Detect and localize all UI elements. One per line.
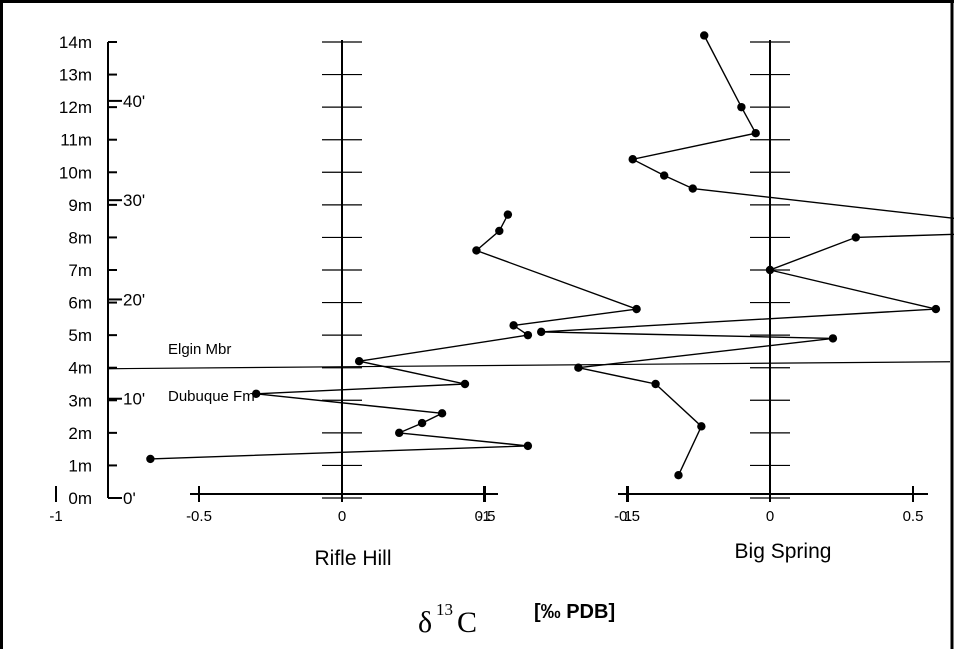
annotation-elgin-mbr: Elgin Mbr <box>168 341 231 358</box>
meter-tick-label: 8m <box>68 228 92 247</box>
formation-boundary <box>107 361 951 370</box>
x-axis-title-unit: [‰ PDB] <box>534 601 615 623</box>
x-tick-label: 0.5 <box>475 508 496 525</box>
feet-tick-label: 20' <box>123 290 145 309</box>
x-axis-title-c: C <box>457 606 477 639</box>
data-point-rifle-hill <box>437 409 447 418</box>
series-line-big-spring <box>541 35 954 476</box>
x-tick-label: -0.5 <box>614 508 640 525</box>
meter-tick-label: 2m <box>68 424 92 443</box>
data-point-rifle-hill <box>354 357 364 366</box>
data-point-big-spring <box>659 171 669 180</box>
meter-tick-label: 3m <box>68 391 92 410</box>
meter-tick-label: 11m <box>60 131 92 150</box>
annotation-dubuque-fm: Dubuque Fm <box>168 388 255 405</box>
data-point-big-spring <box>931 304 941 314</box>
x-axis-title-delta: δ <box>418 606 432 639</box>
data-point-rifle-hill <box>509 321 518 330</box>
feet-tick-label: 30' <box>123 191 145 210</box>
feet-tick-label: 10' <box>123 390 145 409</box>
meter-tick-label: 0m <box>68 489 92 508</box>
data-point-big-spring <box>751 129 760 138</box>
data-point-rifle-hill <box>472 246 481 255</box>
meter-tick-label: 1m <box>68 456 92 475</box>
data-point-rifle-hill <box>252 389 261 398</box>
meter-tick-label: 4m <box>68 359 92 378</box>
meter-tick-label: 12m <box>59 98 92 117</box>
x-tick-label: -1 <box>49 508 62 525</box>
meter-tick-label: 9m <box>68 196 92 215</box>
meter-tick-label: 5m <box>68 326 92 345</box>
data-point-rifle-hill <box>460 379 470 389</box>
data-point-rifle-hill <box>495 226 504 236</box>
data-point-big-spring <box>737 102 746 112</box>
data-point-rifle-hill <box>523 441 533 451</box>
series-title-big-spring: Big Spring <box>735 540 832 563</box>
data-point-big-spring <box>688 184 697 193</box>
data-point-big-spring <box>765 265 775 275</box>
x-axis-title: δ 13 C [‰ PDB] <box>418 600 615 639</box>
data-point-rifle-hill <box>417 418 427 428</box>
series-line-rifle-hill <box>150 214 637 460</box>
data-point-big-spring <box>574 363 583 372</box>
x-tick-label: 0 <box>338 508 346 525</box>
meter-tick-label: 13m <box>59 66 92 85</box>
meter-tick-label: 14m <box>59 33 92 52</box>
data-point-big-spring <box>828 334 838 343</box>
x-tick-label: -1 <box>477 508 490 525</box>
data-point-rifle-hill <box>632 304 641 314</box>
x-tick-label: 0 <box>766 508 774 525</box>
panel-big-spring: -1 -0.5 0 0.5 1 <box>477 31 954 525</box>
meter-tick-label: 6m <box>68 294 92 313</box>
x-axis-title-sup: 13 <box>436 600 453 619</box>
boundary-line <box>107 361 951 370</box>
data-point-big-spring <box>700 31 709 40</box>
data-point-rifle-hill <box>146 454 155 464</box>
data-point-big-spring <box>851 233 860 242</box>
data-point-rifle-hill <box>395 428 404 438</box>
data-point-big-spring <box>651 379 660 389</box>
data-point-big-spring <box>697 422 706 431</box>
x-tick-label: 1 <box>624 508 632 525</box>
feet-tick-label: 40' <box>123 92 145 111</box>
data-point-big-spring <box>537 327 546 337</box>
x-tick-label: 0.5 <box>903 508 924 525</box>
data-point-big-spring <box>628 155 637 164</box>
series-title-rifle-hill: Rifle Hill <box>314 547 391 570</box>
data-point-big-spring <box>674 471 683 480</box>
depth-axis: 0m 1m 2m 3m 4m 5m 6m 7m 8m 9m 10m 11m 12m 13m 14m 0' 10'… <box>59 33 145 508</box>
data-point-rifle-hill <box>523 330 533 340</box>
x-tick-label: -0.5 <box>186 508 212 525</box>
meter-tick-label: 7m <box>68 261 92 280</box>
meter-tick-label: 10m <box>59 163 92 182</box>
panel-rifle-hill: -1 -0.5 0 0.5 1 <box>49 40 641 525</box>
feet-tick-label: 0' <box>123 489 136 508</box>
data-point-rifle-hill <box>503 210 513 219</box>
